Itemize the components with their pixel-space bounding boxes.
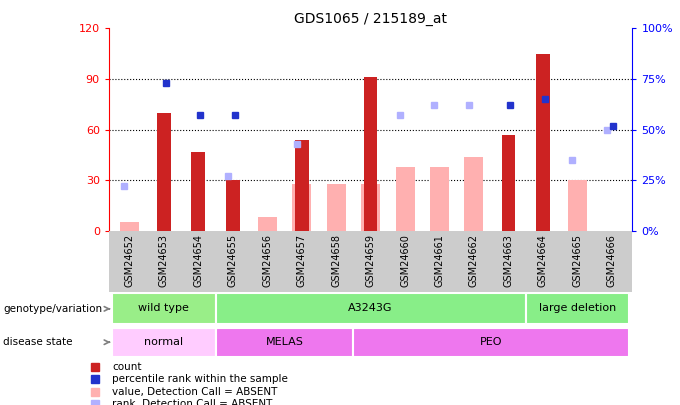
Text: normal: normal — [144, 337, 184, 347]
Bar — [326, 183, 345, 231]
Text: GSM24662: GSM24662 — [469, 234, 479, 287]
Text: PEO: PEO — [480, 337, 503, 347]
Text: GSM24658: GSM24658 — [331, 234, 341, 287]
Text: GSM24666: GSM24666 — [607, 234, 617, 287]
Bar — [536, 54, 549, 231]
Text: GSM24664: GSM24664 — [538, 234, 548, 287]
Text: count: count — [112, 362, 141, 372]
Text: GSM24663: GSM24663 — [503, 234, 513, 287]
Text: GSM24660: GSM24660 — [400, 234, 410, 287]
Bar — [216, 293, 526, 324]
Bar — [112, 293, 216, 324]
Bar — [112, 328, 216, 357]
Text: GSM24665: GSM24665 — [573, 234, 582, 287]
Text: rank, Detection Call = ABSENT: rank, Detection Call = ABSENT — [112, 399, 273, 405]
Bar — [464, 157, 483, 231]
Text: disease state: disease state — [3, 337, 73, 347]
Bar — [568, 180, 587, 231]
Text: large deletion: large deletion — [539, 303, 616, 313]
Text: GSM24655: GSM24655 — [228, 234, 238, 287]
Bar — [295, 140, 309, 231]
Bar — [292, 183, 311, 231]
Bar — [354, 328, 629, 357]
Text: wild type: wild type — [139, 303, 189, 313]
Text: value, Detection Call = ABSENT: value, Detection Call = ABSENT — [112, 387, 277, 397]
Text: GSM24661: GSM24661 — [435, 234, 445, 287]
Text: A3243G: A3243G — [348, 303, 393, 313]
Bar — [258, 217, 277, 231]
Title: GDS1065 / 215189_at: GDS1065 / 215189_at — [294, 12, 447, 26]
Text: GSM24657: GSM24657 — [296, 234, 307, 287]
Text: GSM24654: GSM24654 — [193, 234, 203, 287]
Bar — [502, 134, 515, 231]
Bar — [216, 328, 354, 357]
Text: genotype/variation: genotype/variation — [3, 304, 103, 314]
Bar — [157, 113, 171, 231]
Text: GSM24656: GSM24656 — [262, 234, 272, 287]
Bar — [226, 180, 240, 231]
Text: percentile rank within the sample: percentile rank within the sample — [112, 374, 288, 384]
Text: MELAS: MELAS — [266, 337, 303, 347]
Text: GSM24653: GSM24653 — [159, 234, 169, 287]
Bar — [526, 293, 629, 324]
Bar — [361, 183, 380, 231]
Bar — [192, 151, 205, 231]
Bar — [120, 222, 139, 231]
Bar — [364, 77, 377, 231]
Text: GSM24659: GSM24659 — [366, 234, 375, 287]
Text: GSM24652: GSM24652 — [124, 234, 135, 287]
Bar — [430, 167, 449, 231]
Bar — [396, 167, 415, 231]
